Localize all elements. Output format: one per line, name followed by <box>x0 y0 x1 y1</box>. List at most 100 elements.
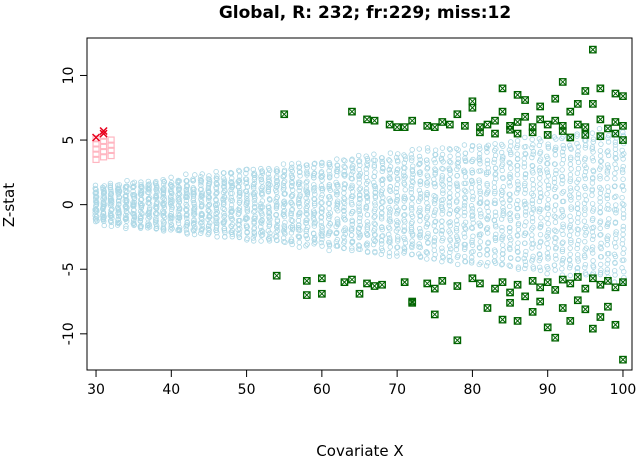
green-point <box>573 273 582 281</box>
band-point <box>355 152 362 159</box>
green-point-cross <box>438 118 446 126</box>
band-point <box>529 176 536 183</box>
band-point <box>523 219 529 225</box>
band-point <box>491 200 498 206</box>
band-point <box>160 176 166 183</box>
band-point <box>529 162 535 169</box>
band-point <box>604 162 611 168</box>
band-point <box>500 251 506 257</box>
band-point <box>266 210 272 216</box>
band-point <box>574 140 580 147</box>
band-point <box>258 176 265 182</box>
band-point <box>402 165 408 171</box>
band-point <box>493 213 499 219</box>
band-point <box>552 202 559 208</box>
band-point <box>507 175 514 181</box>
band-point <box>492 152 499 159</box>
band-point <box>611 268 618 274</box>
band-point <box>168 196 174 202</box>
band-point <box>116 201 122 207</box>
band-point <box>507 255 514 261</box>
band-point <box>446 158 453 165</box>
band-point <box>538 215 544 221</box>
band-point <box>198 230 204 236</box>
band-point <box>168 179 175 186</box>
band-point <box>447 171 453 177</box>
band-point <box>485 239 491 246</box>
green-point <box>528 308 537 316</box>
band-point <box>574 170 581 176</box>
band-point <box>371 214 377 220</box>
band-point <box>281 172 288 179</box>
green-point-cross <box>431 311 439 318</box>
band-point <box>500 210 506 216</box>
pink-point <box>99 137 108 145</box>
green-point <box>513 317 522 325</box>
band-point <box>137 208 144 215</box>
band-point <box>455 187 461 193</box>
band-point <box>432 166 438 172</box>
green-point-cross <box>597 132 604 140</box>
band-point <box>236 200 243 206</box>
band-point <box>523 248 529 255</box>
band-point <box>274 222 280 228</box>
band-point <box>319 206 325 212</box>
band-point <box>349 201 355 208</box>
band-point <box>342 225 348 231</box>
band-point <box>476 220 482 226</box>
green-point <box>400 278 409 287</box>
green-point <box>521 112 529 121</box>
band-point <box>522 265 528 272</box>
band-point <box>468 203 475 209</box>
band-point <box>424 191 430 198</box>
band-point <box>213 214 219 221</box>
band-point <box>395 225 401 232</box>
band-point <box>417 194 424 200</box>
band-point <box>424 190 430 196</box>
band-point <box>606 216 612 222</box>
band-point <box>348 227 354 233</box>
green-point-cross <box>597 281 604 289</box>
band-point <box>613 135 620 141</box>
band-point <box>191 217 197 224</box>
band-point <box>560 152 566 159</box>
band-point <box>311 217 317 223</box>
green-point-box <box>573 296 582 305</box>
x-tick-label: 30 <box>87 382 105 398</box>
green-point <box>445 120 454 129</box>
band-point <box>590 206 597 212</box>
band-point <box>281 226 288 232</box>
band-point <box>266 174 272 181</box>
band-point <box>372 185 378 192</box>
band-point <box>213 168 219 175</box>
band-point <box>410 163 416 169</box>
band-point <box>250 182 257 188</box>
green-point-box <box>589 324 597 333</box>
green-point <box>596 132 605 141</box>
green-point <box>513 90 522 99</box>
band-point <box>267 197 273 203</box>
band-point <box>252 215 258 222</box>
band-point <box>508 236 514 243</box>
green-point-box <box>551 286 560 294</box>
band-point <box>417 228 424 235</box>
band-point <box>453 207 460 214</box>
green-point-cross <box>499 278 506 286</box>
band-point <box>342 158 348 164</box>
band-point <box>500 242 506 248</box>
band-point <box>567 272 573 279</box>
band-point <box>477 251 483 258</box>
green-point-box <box>543 131 552 139</box>
band-point <box>491 159 497 166</box>
green-point-cross <box>521 96 529 104</box>
green-point-cross <box>581 131 589 139</box>
band-point <box>499 236 505 242</box>
green-point <box>393 123 401 131</box>
band-point <box>199 225 206 232</box>
band-point <box>552 219 559 225</box>
band-point <box>522 190 528 196</box>
green-point <box>573 120 582 129</box>
band-point <box>484 225 491 231</box>
band-point <box>424 256 430 262</box>
